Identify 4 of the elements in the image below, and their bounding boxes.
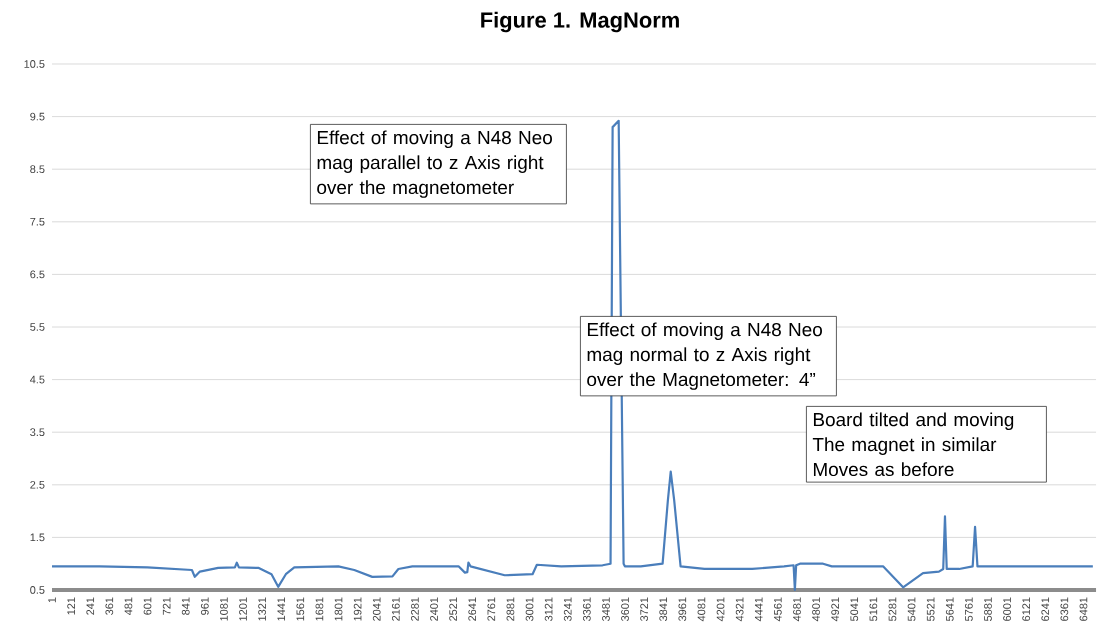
annotation: Effect of moving a N48 Neo mag normal to z Axis right over the Magnetometer: 4” (587, 322, 822, 390)
annotation: Effect of moving a N48 Neo mag parallel to z Axis right over the magnetometer (317, 130, 552, 198)
chart-title: Figure 1. MagNorm (481, 11, 679, 33)
annotation: Board tilted and moving The magnet in similar Moves as before (812, 412, 1014, 477)
